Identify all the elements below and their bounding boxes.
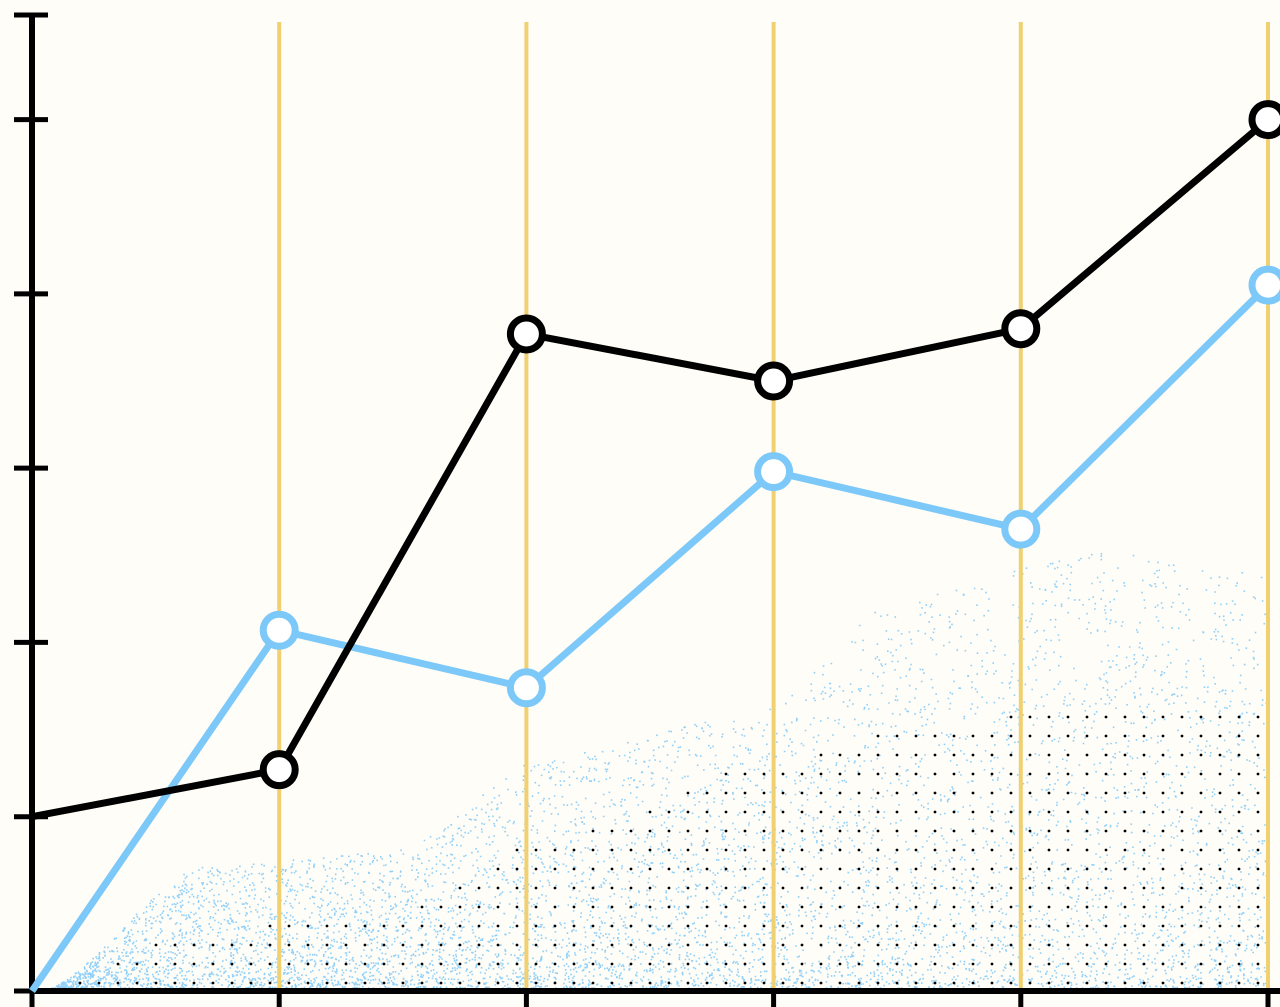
- series-0-line: [31, 116, 1271, 821]
- series: [29, 100, 1280, 993]
- series-1-point-3: [754, 452, 794, 492]
- series-0-point-3: [754, 361, 794, 401]
- series-1-point-1: [259, 610, 299, 650]
- series-1-line: [29, 282, 1271, 993]
- black-dot-area: [78, 715, 1260, 985]
- series-1-point-5: [1248, 265, 1280, 305]
- gridlines: [277, 22, 1270, 991]
- series-0-point-5: [1248, 100, 1280, 140]
- area-texture: [32, 553, 1270, 993]
- axes: [14, 12, 1280, 1007]
- series-0-point-1: [259, 750, 299, 790]
- series-1-point-4: [1001, 509, 1041, 549]
- series-0-point-4: [1001, 309, 1041, 349]
- series-1-point-2: [506, 668, 546, 708]
- series-0-point-2: [506, 314, 546, 354]
